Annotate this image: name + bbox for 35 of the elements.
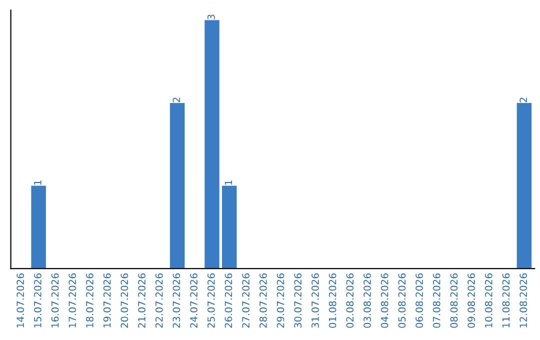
x-tick-label: 12.08.2026 [520,273,528,328]
x-tick-label: 06.08.2026 [416,273,423,328]
x-tick-label: 29.07.2026 [276,273,284,328]
x-tick-label: 25.07.2026 [207,273,215,328]
x-tick-label: 20.07.2026 [120,273,128,328]
x-tick-label: 17.07.2026 [68,273,76,328]
data-label: 2 [520,98,527,102]
x-tick-label: 22.07.2026 [155,273,163,328]
x-tick-label: 30.07.2026 [294,273,302,328]
x-tick-label: 03.08.2026 [364,273,371,328]
x-tick-label: 24.07.2026 [190,273,198,328]
x-tick-label: 14.07.2026 [16,273,24,328]
data-label: 3 [207,14,215,20]
x-tick-label: 05.08.2026 [398,273,406,328]
x-tick-label: 23.07.2026 [172,273,180,328]
x-tick-label: 16.07.2026 [51,273,59,328]
x-tick-label: 02.08.2026 [346,273,354,328]
x-tick-label: 28.07.2026 [259,273,267,328]
x-tick-label: 01.08.2026 [328,273,336,328]
x-tick-label: 10.08.2026 [484,273,492,328]
x-tick-label: 08.08.2026 [450,273,458,328]
data-label: 1 [34,180,42,185]
x-tick-label: 11.08.2026 [502,273,510,328]
x-tick-label: 21.07.2026 [138,273,146,328]
x-tick-label: 07.08.2026 [432,273,440,328]
x-tick-label: 27.07.2026 [242,273,250,328]
x-tick-label: 31.07.2026 [312,273,319,328]
x-tick-label: 26.07.2026 [224,273,232,328]
x-tick-label: 15.07.2026 [34,273,42,328]
x-tick-label: 04.08.2026 [380,273,388,328]
data-label: 1 [224,180,232,185]
x-tick-label: 18.07.2026 [86,273,94,328]
data-label: 2 [172,98,180,102]
x-tick-label: 19.07.2026 [103,273,111,328]
x-tick-label: 09.08.2026 [468,273,475,328]
